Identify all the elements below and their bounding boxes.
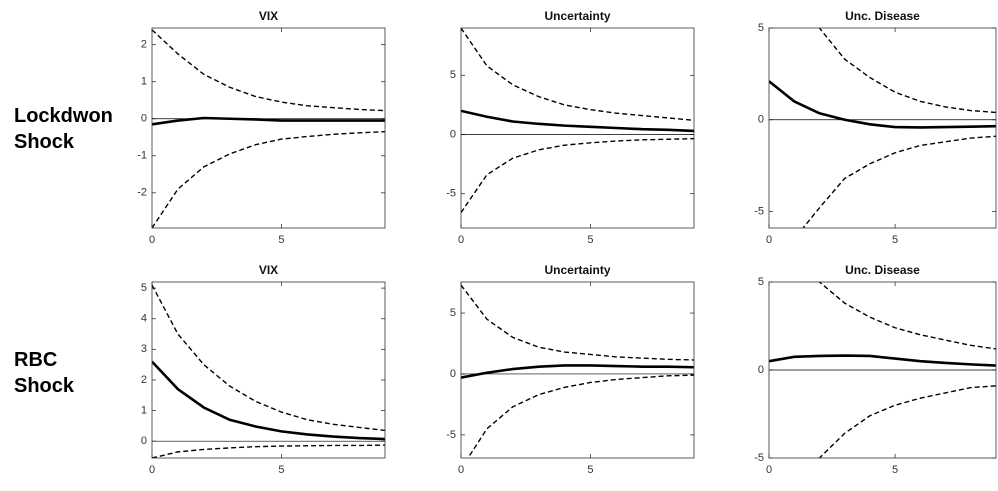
y-tick-label: 0 xyxy=(450,368,456,380)
series-line xyxy=(152,360,385,441)
x-tick-label: 0 xyxy=(458,234,464,246)
row-label: Shock xyxy=(14,131,75,153)
series-line xyxy=(152,116,385,126)
axes-box xyxy=(151,27,386,229)
y-tick-label: 0 xyxy=(758,114,764,126)
x-tick-label: 5 xyxy=(587,234,593,246)
y-tick-label: 0 xyxy=(450,128,456,140)
y-tick-label: 5 xyxy=(758,22,764,34)
plot-area xyxy=(152,28,385,228)
chart-title: Unc. Disease xyxy=(845,263,920,277)
axes-box xyxy=(768,281,997,459)
x-tick-label: 0 xyxy=(149,464,155,476)
x-tick-label: 5 xyxy=(892,234,898,246)
y-tick-label: 5 xyxy=(450,69,456,81)
series-line xyxy=(769,80,996,129)
series-line xyxy=(802,135,996,228)
y-tick-label: -2 xyxy=(137,187,147,199)
row-label: Lockdwon xyxy=(14,105,113,127)
chart-title: Unc. Disease xyxy=(845,9,920,23)
axes-box xyxy=(460,27,695,229)
y-tick-label: -5 xyxy=(754,452,764,464)
series-line xyxy=(461,137,694,214)
plot-area xyxy=(461,28,694,228)
x-tick-label: 5 xyxy=(892,464,898,476)
panel: VIX -2 -1 0 1 2 0 5 xyxy=(137,9,386,246)
y-tick-label: 5 xyxy=(758,276,764,288)
series-line xyxy=(461,364,694,379)
y-tick-label: -1 xyxy=(137,150,147,162)
row-label: RBC xyxy=(14,349,57,371)
axes-box xyxy=(460,281,695,459)
y-tick-label: 5 xyxy=(141,282,147,294)
y-tick-label: 1 xyxy=(141,76,147,88)
series-line xyxy=(152,29,385,112)
panel: Unc. Disease -5 0 5 0 5 xyxy=(754,9,997,246)
series-line xyxy=(152,284,385,432)
row-label: Shock xyxy=(14,375,75,397)
plot-area xyxy=(152,282,385,458)
axes-box xyxy=(768,27,997,229)
panel: Uncertainty -5 0 5 0 5 xyxy=(446,263,695,476)
y-tick-label: 4 xyxy=(141,313,147,325)
chart-title: Uncertainty xyxy=(544,263,610,277)
x-tick-label: 5 xyxy=(278,464,284,476)
panel: Uncertainty -5 0 5 0 5 xyxy=(446,9,695,246)
y-tick-label: 3 xyxy=(141,343,147,355)
series-line xyxy=(818,385,996,458)
series-line xyxy=(152,444,385,458)
series-line xyxy=(818,282,996,350)
series-line xyxy=(467,374,694,458)
x-tick-label: 5 xyxy=(278,234,284,246)
y-tick-label: 2 xyxy=(141,39,147,51)
x-tick-label: 0 xyxy=(149,234,155,246)
y-tick-label: 2 xyxy=(141,374,147,386)
plot-area xyxy=(461,282,694,458)
chart-title: VIX xyxy=(259,9,278,23)
y-tick-label: -5 xyxy=(446,188,456,200)
series-line xyxy=(461,109,694,133)
y-tick-label: 0 xyxy=(141,435,147,447)
series-line xyxy=(461,284,694,361)
x-tick-label: 0 xyxy=(766,234,772,246)
x-tick-label: 0 xyxy=(766,464,772,476)
panel: VIX 0 1 2 3 4 5 0 5 xyxy=(141,263,386,476)
series-line xyxy=(152,131,385,228)
series-line xyxy=(769,354,996,367)
y-tick-label: 1 xyxy=(141,404,147,416)
x-tick-label: 0 xyxy=(458,464,464,476)
y-tick-label: -5 xyxy=(446,429,456,441)
y-tick-label: -5 xyxy=(754,205,764,217)
chart-title: Uncertainty xyxy=(544,9,610,23)
chart-title: VIX xyxy=(259,263,278,277)
y-tick-label: 5 xyxy=(450,307,456,319)
x-tick-label: 5 xyxy=(587,464,593,476)
axes-box xyxy=(151,281,386,459)
y-tick-label: 0 xyxy=(758,364,764,376)
series-line xyxy=(461,28,694,122)
y-tick-label: 0 xyxy=(141,113,147,125)
